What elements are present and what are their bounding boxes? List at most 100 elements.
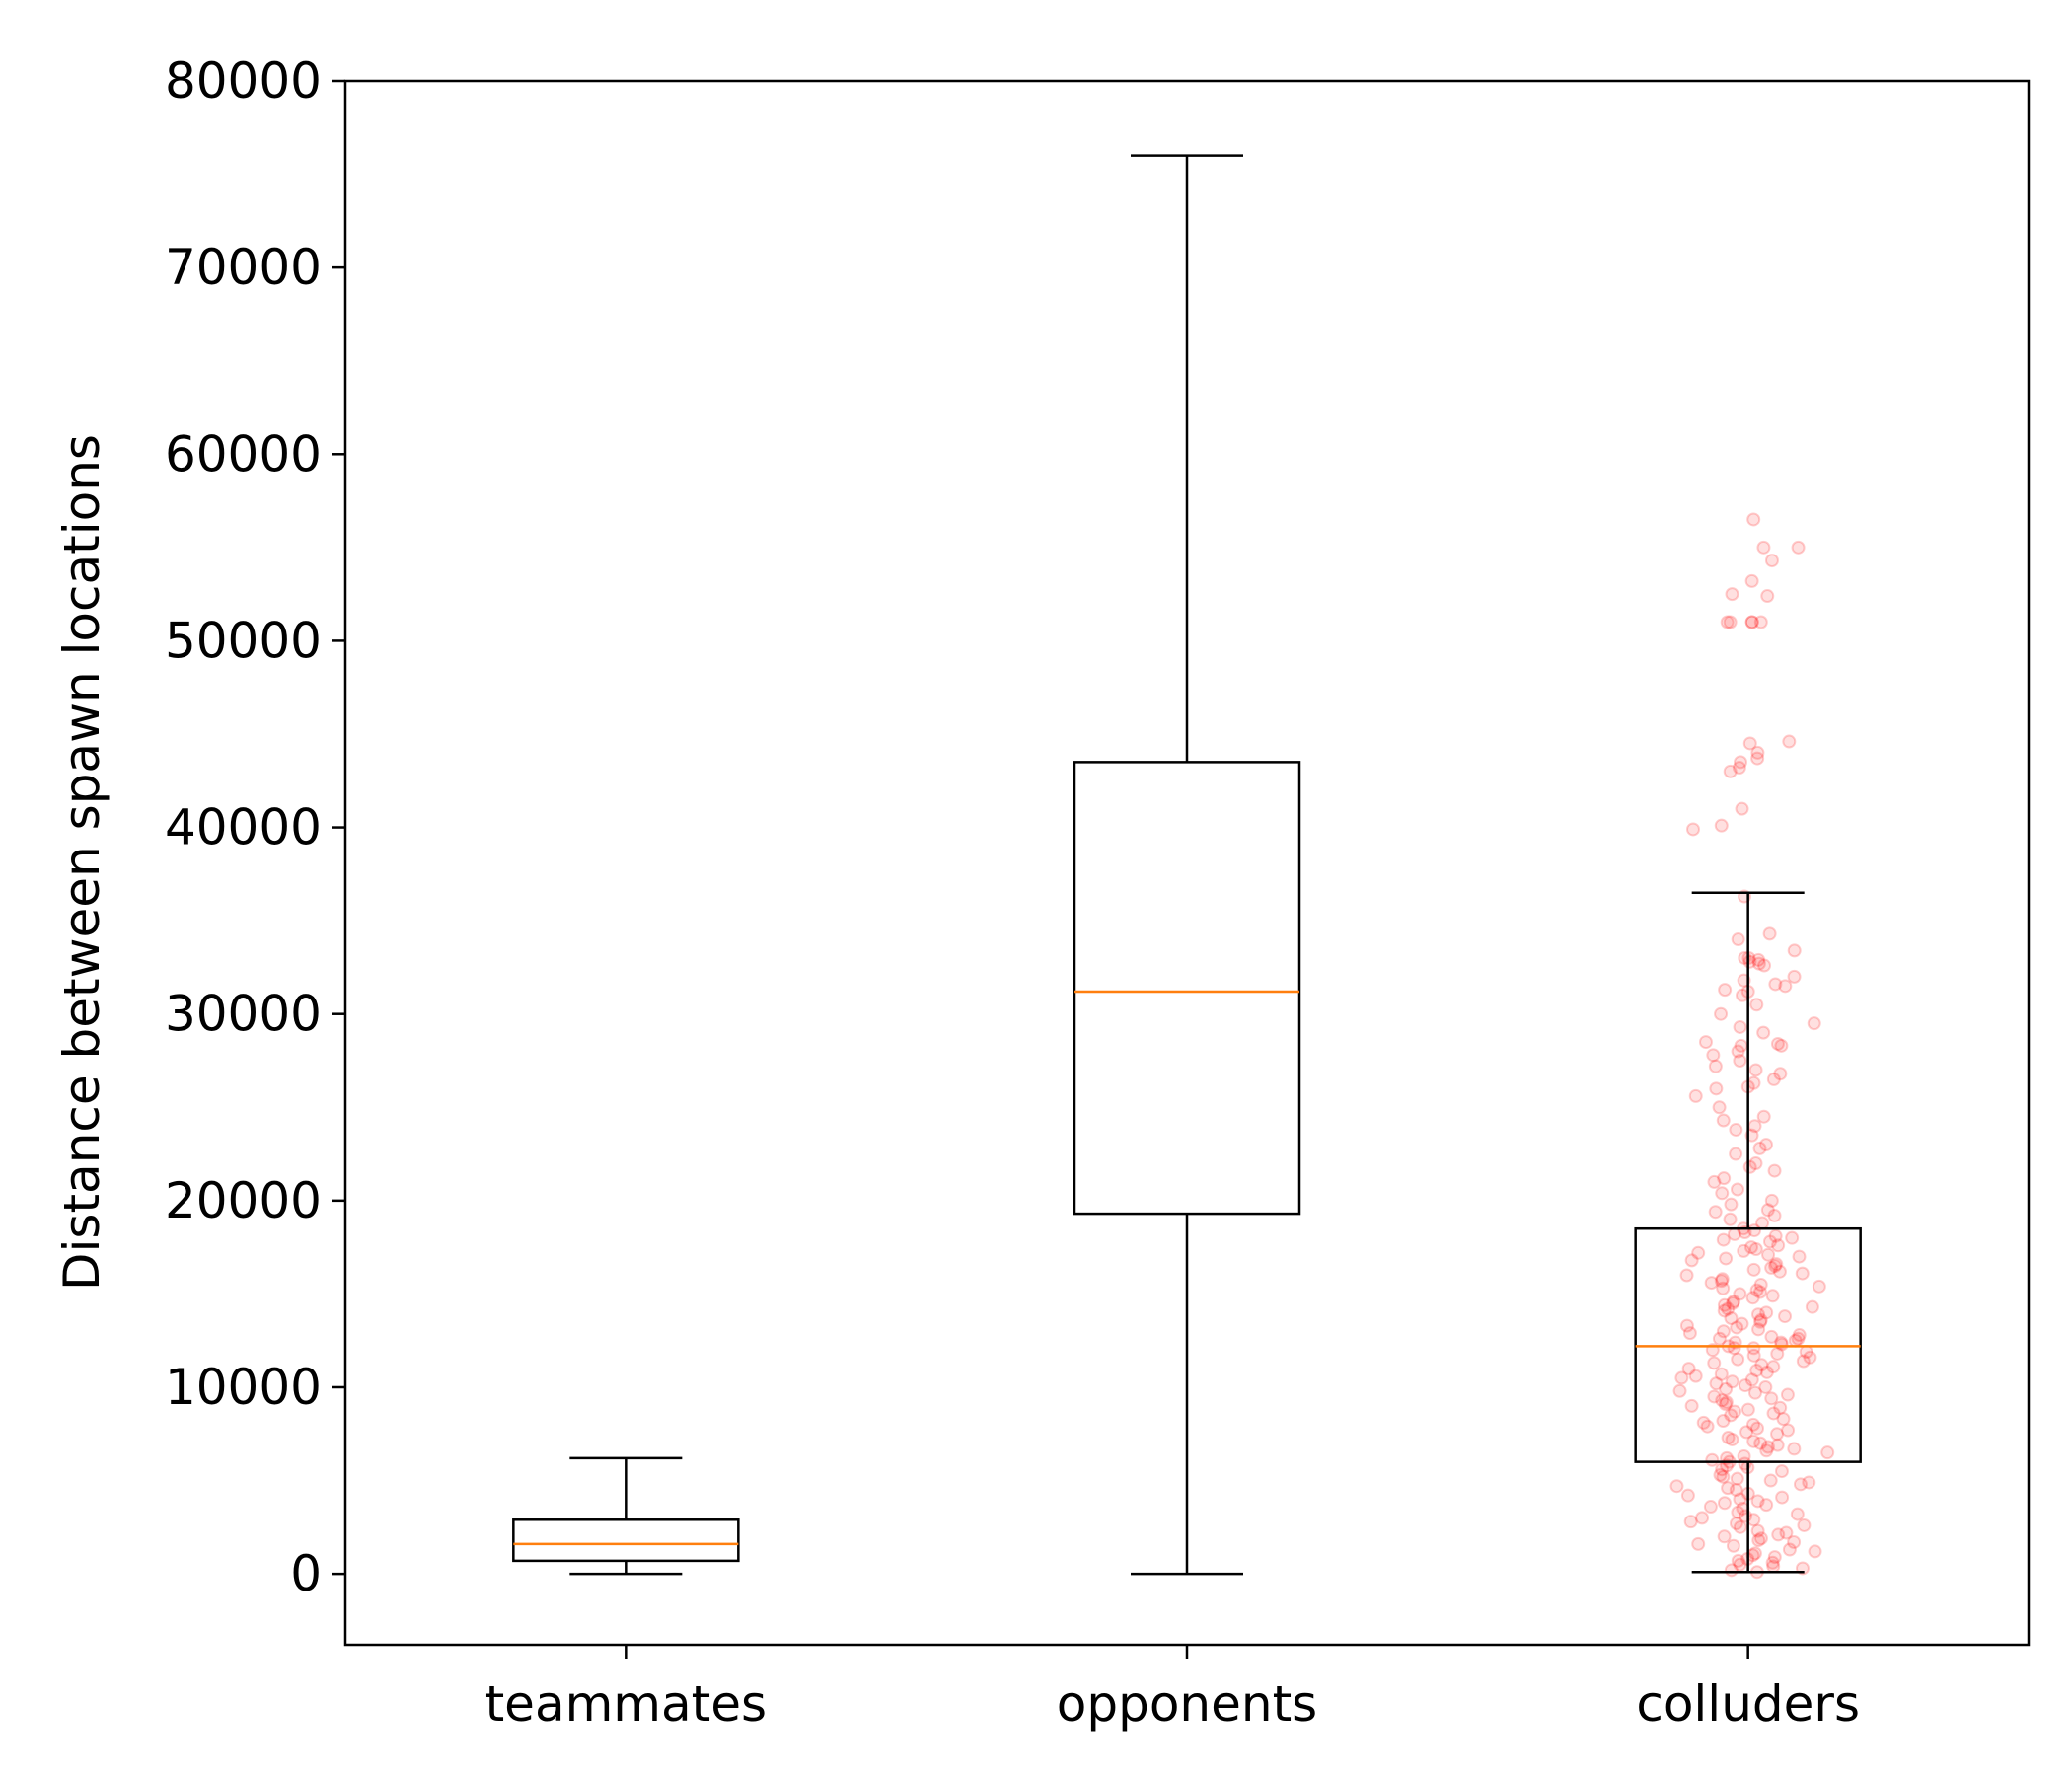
scatter-point	[1744, 573, 1759, 588]
scatter-point	[1766, 1406, 1781, 1421]
scatter-point	[1751, 1533, 1766, 1548]
scatter-point	[1723, 1212, 1738, 1226]
scatter-point	[1729, 1122, 1743, 1137]
scatter-point	[1787, 1442, 1802, 1456]
y-tick-label: 40000	[165, 799, 322, 856]
scatter-point	[1725, 1374, 1739, 1389]
scatter-point	[1745, 1417, 1760, 1432]
scatter-point	[1765, 1289, 1780, 1303]
scatter-point	[1708, 1205, 1723, 1220]
scatter-point	[1764, 1193, 1779, 1208]
scatter-point	[1703, 1500, 1718, 1515]
scatter-point	[1731, 932, 1745, 947]
y-tick-label: 0	[290, 1545, 322, 1602]
scatter-point	[1787, 969, 1802, 984]
x-tick-label-teammates: teammates	[485, 1675, 767, 1733]
scatter-point	[1720, 615, 1735, 629]
scatter-point	[1724, 1563, 1739, 1578]
scatter-point	[1731, 1352, 1745, 1367]
scatter-point	[1727, 1341, 1741, 1356]
scatter-point	[1688, 1088, 1703, 1103]
scatter-point	[1771, 1527, 1786, 1542]
scatter-point	[1764, 1260, 1779, 1275]
scatter-point	[1707, 1356, 1722, 1370]
plot-frame	[343, 79, 2031, 1647]
scatter-point	[1760, 1203, 1775, 1218]
scatter-point	[1774, 1464, 1789, 1479]
scatter-point	[1717, 1496, 1732, 1511]
scatter-point	[1759, 1305, 1774, 1320]
scatter-point	[1746, 1348, 1761, 1363]
scatter-point	[1719, 1381, 1734, 1396]
y-axis-title: Distance between spawn locations	[53, 434, 111, 1291]
scatter-point	[1787, 1534, 1802, 1549]
scatter-point	[1717, 1171, 1732, 1186]
scatter-point	[1731, 1553, 1745, 1568]
scatter-point	[1744, 615, 1759, 629]
scatter-point	[1773, 1400, 1788, 1415]
scatter-point	[1782, 734, 1797, 749]
scatter-point	[1793, 1477, 1808, 1492]
scatter-point	[1695, 1511, 1710, 1525]
scatter-point	[1758, 1138, 1773, 1152]
scatter-point	[1753, 1436, 1768, 1450]
scatter-point	[1669, 1479, 1684, 1494]
scatter-point	[1764, 1391, 1779, 1406]
scatter-point	[1716, 1414, 1731, 1429]
scatter-point	[1787, 943, 1802, 958]
scatter-point	[1733, 1287, 1747, 1301]
scatter-point	[1756, 1025, 1771, 1040]
x-tick-label-colluders: colluders	[1636, 1675, 1860, 1733]
scatter-point	[1773, 1067, 1788, 1081]
scatter-point	[1778, 979, 1793, 994]
scatter-point	[1820, 1445, 1835, 1460]
scatter-point	[1709, 1081, 1724, 1096]
scatter-point	[1735, 1316, 1749, 1331]
scatter-point	[1756, 1109, 1771, 1124]
scatter-point	[1743, 1240, 1758, 1255]
scatter-point	[1775, 1490, 1790, 1505]
scatter-point	[1781, 1423, 1796, 1438]
scatter-point	[1749, 1363, 1764, 1377]
scatter-point	[1780, 1387, 1795, 1402]
scatter-point	[1750, 745, 1765, 760]
scatter-point	[1716, 1469, 1731, 1484]
scatter-point	[1698, 1035, 1713, 1050]
scatter-point	[1717, 1297, 1732, 1312]
scatter-point	[1763, 1473, 1778, 1488]
scatter-point	[1733, 1053, 1747, 1068]
scatter-point	[1752, 1285, 1767, 1299]
scatter-point	[1715, 1462, 1730, 1477]
iqr-box	[1073, 761, 1301, 1216]
scatter-point	[1805, 1299, 1819, 1314]
scatter-point	[1729, 1517, 1743, 1531]
scatter-point	[1762, 926, 1777, 941]
scatter-point	[1792, 1328, 1807, 1343]
scatter-point	[1748, 1242, 1763, 1257]
scatter-point	[1750, 1523, 1765, 1538]
scatter-point	[1713, 1467, 1728, 1482]
scatter-point	[1795, 1266, 1810, 1281]
scatter-point	[1716, 1281, 1731, 1295]
scatter-point	[1715, 1272, 1730, 1287]
scatter-point	[1746, 1341, 1761, 1356]
scatter-point	[1771, 1238, 1786, 1253]
scatter-point	[1770, 1427, 1785, 1442]
scatter-point	[1768, 977, 1783, 992]
scatter-point	[1734, 755, 1748, 770]
scatter-point	[1767, 1208, 1782, 1222]
scatter-point	[1785, 1230, 1800, 1245]
scatter-point	[1746, 1434, 1761, 1448]
iqr-box	[512, 1518, 740, 1563]
scatter-point	[1730, 1182, 1744, 1197]
scatter-point	[1744, 1372, 1759, 1387]
scatter-point	[1746, 1262, 1761, 1277]
scatter-point	[1753, 1277, 1768, 1292]
scatter-point	[1718, 983, 1733, 998]
scatter-point	[1733, 1557, 1747, 1572]
scatter-point	[1717, 1529, 1732, 1544]
scatter-point	[1760, 589, 1775, 604]
scatter-point	[1721, 1431, 1736, 1445]
scatter-point	[1750, 751, 1765, 766]
scatter-point	[1715, 1393, 1730, 1408]
